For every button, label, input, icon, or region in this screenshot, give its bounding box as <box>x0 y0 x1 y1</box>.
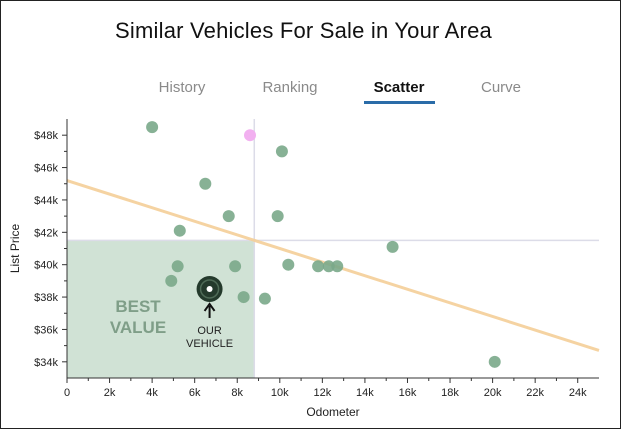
best-value-region <box>67 240 255 378</box>
x-tick-label: 24k <box>569 387 587 399</box>
tab-curve[interactable]: Curve <box>480 79 521 96</box>
x-tick-label: 4k <box>146 387 158 399</box>
y-tick-label: $38k <box>34 292 58 304</box>
data-point <box>171 260 184 273</box>
y-tick-label: $36k <box>34 324 58 336</box>
x-tick-label: 20k <box>484 387 502 399</box>
data-point <box>229 260 242 273</box>
best-value-label: BEST <box>115 297 161 316</box>
highlighted-point <box>244 129 257 142</box>
y-tick-label: $44k <box>34 195 58 207</box>
data-point <box>222 210 235 223</box>
data-point <box>173 224 186 237</box>
data-point <box>199 177 212 190</box>
data-point <box>275 145 288 158</box>
y-tick-label: $48k <box>34 130 58 142</box>
data-point <box>386 240 399 253</box>
best-value-label: VALUE <box>110 318 166 337</box>
y-tick-label: $40k <box>34 260 58 272</box>
tab-scatter[interactable]: Scatter <box>373 79 425 96</box>
y-axis-label: List Price <box>8 224 22 274</box>
x-tick-label: 14k <box>356 387 374 399</box>
data-point <box>258 292 271 305</box>
data-point <box>312 260 325 273</box>
y-tick-label: $46k <box>34 163 58 175</box>
page-title: Similar Vehicles For Sale in Your Area <box>115 18 492 43</box>
data-point <box>165 274 178 287</box>
y-tick-label: $42k <box>34 227 58 239</box>
data-point <box>146 121 159 134</box>
active-tab-underline <box>364 101 435 104</box>
data-point <box>322 260 335 273</box>
data-point <box>237 291 250 304</box>
x-tick-label: 2k <box>104 387 116 399</box>
data-point <box>271 210 284 223</box>
tab-history[interactable]: History <box>158 79 206 96</box>
our-vehicle-ring <box>199 279 220 299</box>
our-vehicle-center <box>206 285 213 292</box>
x-tick-label: 12k <box>313 387 331 399</box>
x-tick-label: 16k <box>399 387 417 399</box>
x-tick-label: 10k <box>271 387 289 399</box>
tab-ranking[interactable]: Ranking <box>262 79 318 96</box>
x-tick-label: 8k <box>231 387 243 399</box>
our-vehicle-label: VEHICLE <box>186 338 233 350</box>
data-point <box>282 258 295 271</box>
x-tick-label: 22k <box>526 387 544 399</box>
data-point <box>331 260 344 273</box>
our-vehicle-label: OUR <box>197 325 222 337</box>
data-point <box>488 355 501 368</box>
x-tick-label: 6k <box>189 387 201 399</box>
view-tabs: History Ranking Scatter Curve <box>1 79 621 109</box>
arrow-head-icon <box>203 302 216 312</box>
x-tick-label: 0 <box>64 387 70 399</box>
x-tick-label: 18k <box>441 387 459 399</box>
x-axis-label: Odometer <box>306 405 359 419</box>
y-tick-label: $34k <box>34 357 58 369</box>
